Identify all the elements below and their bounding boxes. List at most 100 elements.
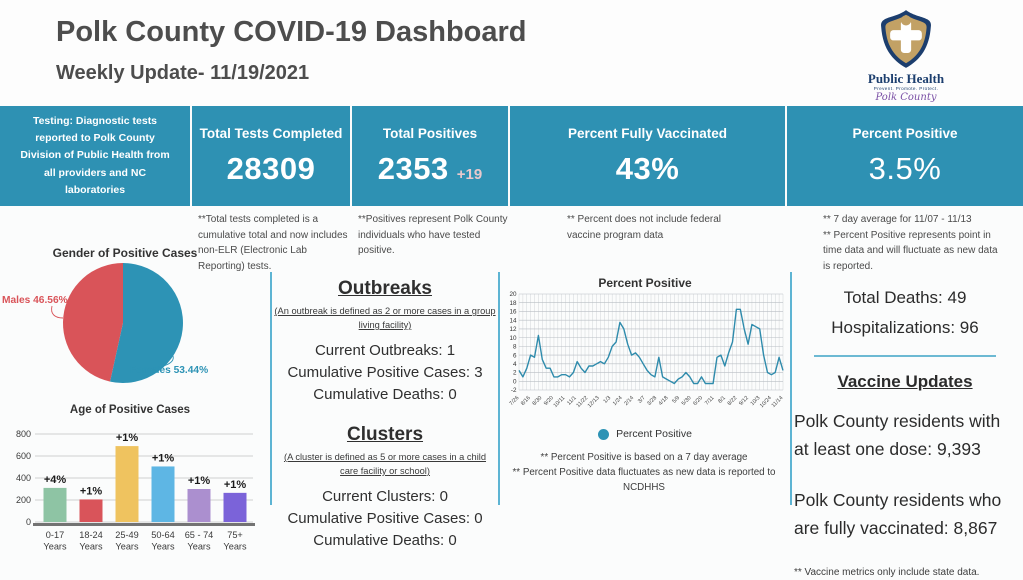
- svg-text:800: 800: [16, 429, 31, 439]
- svg-text:4/18: 4/18: [658, 395, 670, 407]
- line-footnote-1: ** Percent Positive is based on a 7 day …: [540, 452, 748, 463]
- tests-footnote: **Total tests completed is a cumulative …: [198, 214, 348, 272]
- current-outbreaks: Current Outbreaks: 1: [314, 341, 456, 359]
- svg-text:Years: Years: [223, 542, 247, 552]
- svg-text:Years: Years: [115, 542, 139, 552]
- percent-positive-chart-title: Percent Positive: [598, 276, 692, 290]
- stat-total-tests: Total Tests Completed 28309: [192, 106, 352, 206]
- svg-text:200: 200: [16, 495, 31, 505]
- one-dose-text: Polk County residents with at least one …: [794, 410, 1001, 459]
- svg-text:2: 2: [513, 370, 517, 377]
- outbreaks-cumulative-cases: Cumulative Positive Cases: 3: [287, 363, 483, 381]
- vaccinated-footnote: ** Percent does not include federal vacc…: [567, 214, 721, 241]
- logo-county-text: Polk County: [875, 92, 937, 104]
- svg-text:16: 16: [509, 309, 517, 316]
- svg-text:3/7: 3/7: [637, 395, 647, 405]
- svg-text:400: 400: [16, 473, 31, 483]
- svg-text:8/16: 8/16: [520, 395, 532, 407]
- line-footnote-2: ** Percent Positive data fluctuates as n…: [512, 467, 776, 494]
- svg-text:5/9: 5/9: [671, 395, 681, 405]
- svg-text:0-17: 0-17: [46, 530, 64, 540]
- svg-text:7/26: 7/26: [509, 395, 521, 407]
- shield-icon: [881, 10, 931, 68]
- svg-text:Years: Years: [187, 542, 211, 552]
- page-title: Polk County COVID-19 Dashboard: [56, 16, 527, 48]
- svg-text:8/30: 8/30: [532, 395, 544, 407]
- svg-text:10/24: 10/24: [759, 395, 773, 409]
- svg-text:Years: Years: [43, 542, 67, 552]
- svg-text:18-24: 18-24: [79, 530, 103, 540]
- stat-value: 3.5%: [868, 150, 942, 186]
- page-subtitle: Weekly Update- 11/19/2021: [56, 62, 310, 84]
- percent-positive-footnote: ** 7 day average for 11/07 - 11/13 ** Pe…: [823, 214, 998, 272]
- stat-value: 28309: [226, 150, 316, 186]
- svg-text:65 - 74: 65 - 74: [185, 530, 214, 540]
- svg-text:1/24: 1/24: [612, 395, 624, 407]
- svg-text:11/22: 11/22: [576, 395, 590, 409]
- gender-pie-chart: Males 46.56% Females 53.44%: [2, 263, 208, 383]
- svg-text:+4%: +4%: [44, 474, 67, 486]
- svg-text:Males 46.56%: Males 46.56%: [2, 295, 68, 306]
- svg-text:75+: 75+: [227, 530, 243, 540]
- svg-text:8/1: 8/1: [717, 395, 727, 405]
- svg-text:8/22: 8/22: [727, 395, 739, 407]
- positives-footnote: **Positives represent Polk County indivi…: [358, 214, 508, 256]
- fully-vaccinated-text: Polk County residents who are fully vacc…: [794, 489, 1002, 538]
- logo-org-text: Public Health: [867, 71, 945, 86]
- svg-text:Years: Years: [151, 542, 175, 552]
- header: Polk County COVID-19 Dashboard Weekly Up…: [0, 0, 1023, 106]
- svg-text:8: 8: [513, 344, 517, 351]
- svg-text:6: 6: [513, 352, 517, 359]
- svg-text:10/3: 10/3: [750, 395, 762, 407]
- svg-text:0: 0: [26, 517, 31, 527]
- svg-text:12/13: 12/13: [587, 395, 601, 409]
- stats-bar: Testing: Diagnostic tests reported to Po…: [0, 106, 1023, 206]
- svg-text:12: 12: [509, 326, 517, 333]
- svg-text:-2: -2: [511, 387, 517, 394]
- stat-value: 43%: [615, 150, 680, 186]
- svg-text:7/11: 7/11: [704, 395, 716, 407]
- stat-total-positives: Total Positives 2353 +19: [352, 106, 510, 206]
- vaccine-updates-title: Vaccine Updates: [837, 371, 973, 391]
- svg-text:+1%: +1%: [188, 475, 211, 487]
- svg-text:4: 4: [513, 361, 517, 368]
- stat-value: 2353: [377, 150, 449, 186]
- svg-text:+1%: +1%: [116, 432, 139, 444]
- svg-text:0: 0: [513, 378, 517, 385]
- clusters-cumulative-cases: Cumulative Positive Cases: 0: [287, 509, 483, 527]
- svg-text:5/30: 5/30: [681, 395, 693, 407]
- hospitalizations: Hospitalizations: 96: [831, 317, 979, 337]
- stat-label: Percent Positive: [852, 125, 958, 141]
- total-deaths: Total Deaths: 49: [843, 288, 967, 307]
- right-panel: Total Deaths: 49 Hospitalizations: 96 Va…: [794, 283, 1016, 580]
- svg-text:1/3: 1/3: [603, 395, 613, 405]
- gender-pie-title: Gender of Positive Cases: [52, 246, 198, 260]
- stat-percent-positive: Percent Positive 3.5%: [787, 106, 1023, 206]
- svg-text:14: 14: [509, 317, 517, 324]
- stat-label: Total Tests Completed: [199, 125, 343, 141]
- stat-delta-badge: +19: [456, 165, 483, 183]
- svg-text:Years: Years: [79, 542, 103, 552]
- svg-text:10: 10: [509, 335, 517, 342]
- svg-text:18: 18: [509, 300, 517, 307]
- public-health-logo: Public Health Prevent. Promote. Protect.…: [858, 8, 954, 103]
- vaccine-footnote: ** Vaccine metrics only include state da…: [794, 566, 980, 578]
- svg-text:9/12: 9/12: [738, 395, 750, 407]
- stat-label: Total Positives: [382, 125, 478, 141]
- svg-text:9/20: 9/20: [543, 395, 555, 407]
- outbreaks-cumulative-deaths: Cumulative Deaths: 0: [313, 385, 457, 403]
- divider-right-of-outbreaks: [498, 272, 500, 505]
- stat-label: Percent Fully Vaccinated: [567, 125, 728, 141]
- line-chart-footnotes: ** Percent Positive is based on a 7 day …: [498, 450, 790, 496]
- divider-left-of-outbreaks: [270, 272, 272, 505]
- svg-text:50-64: 50-64: [151, 530, 175, 540]
- svg-text:11/14: 11/14: [771, 395, 785, 409]
- svg-text:+1%: +1%: [80, 485, 103, 497]
- outbreaks-title: Outbreaks: [338, 278, 432, 299]
- divider-left-of-right-panel: [790, 272, 792, 505]
- svg-text:Females 53.44%: Females 53.44%: [130, 365, 208, 376]
- age-bar-title: Age of Positive Cases: [69, 404, 191, 416]
- svg-text:600: 600: [16, 451, 31, 461]
- svg-text:20: 20: [509, 291, 517, 298]
